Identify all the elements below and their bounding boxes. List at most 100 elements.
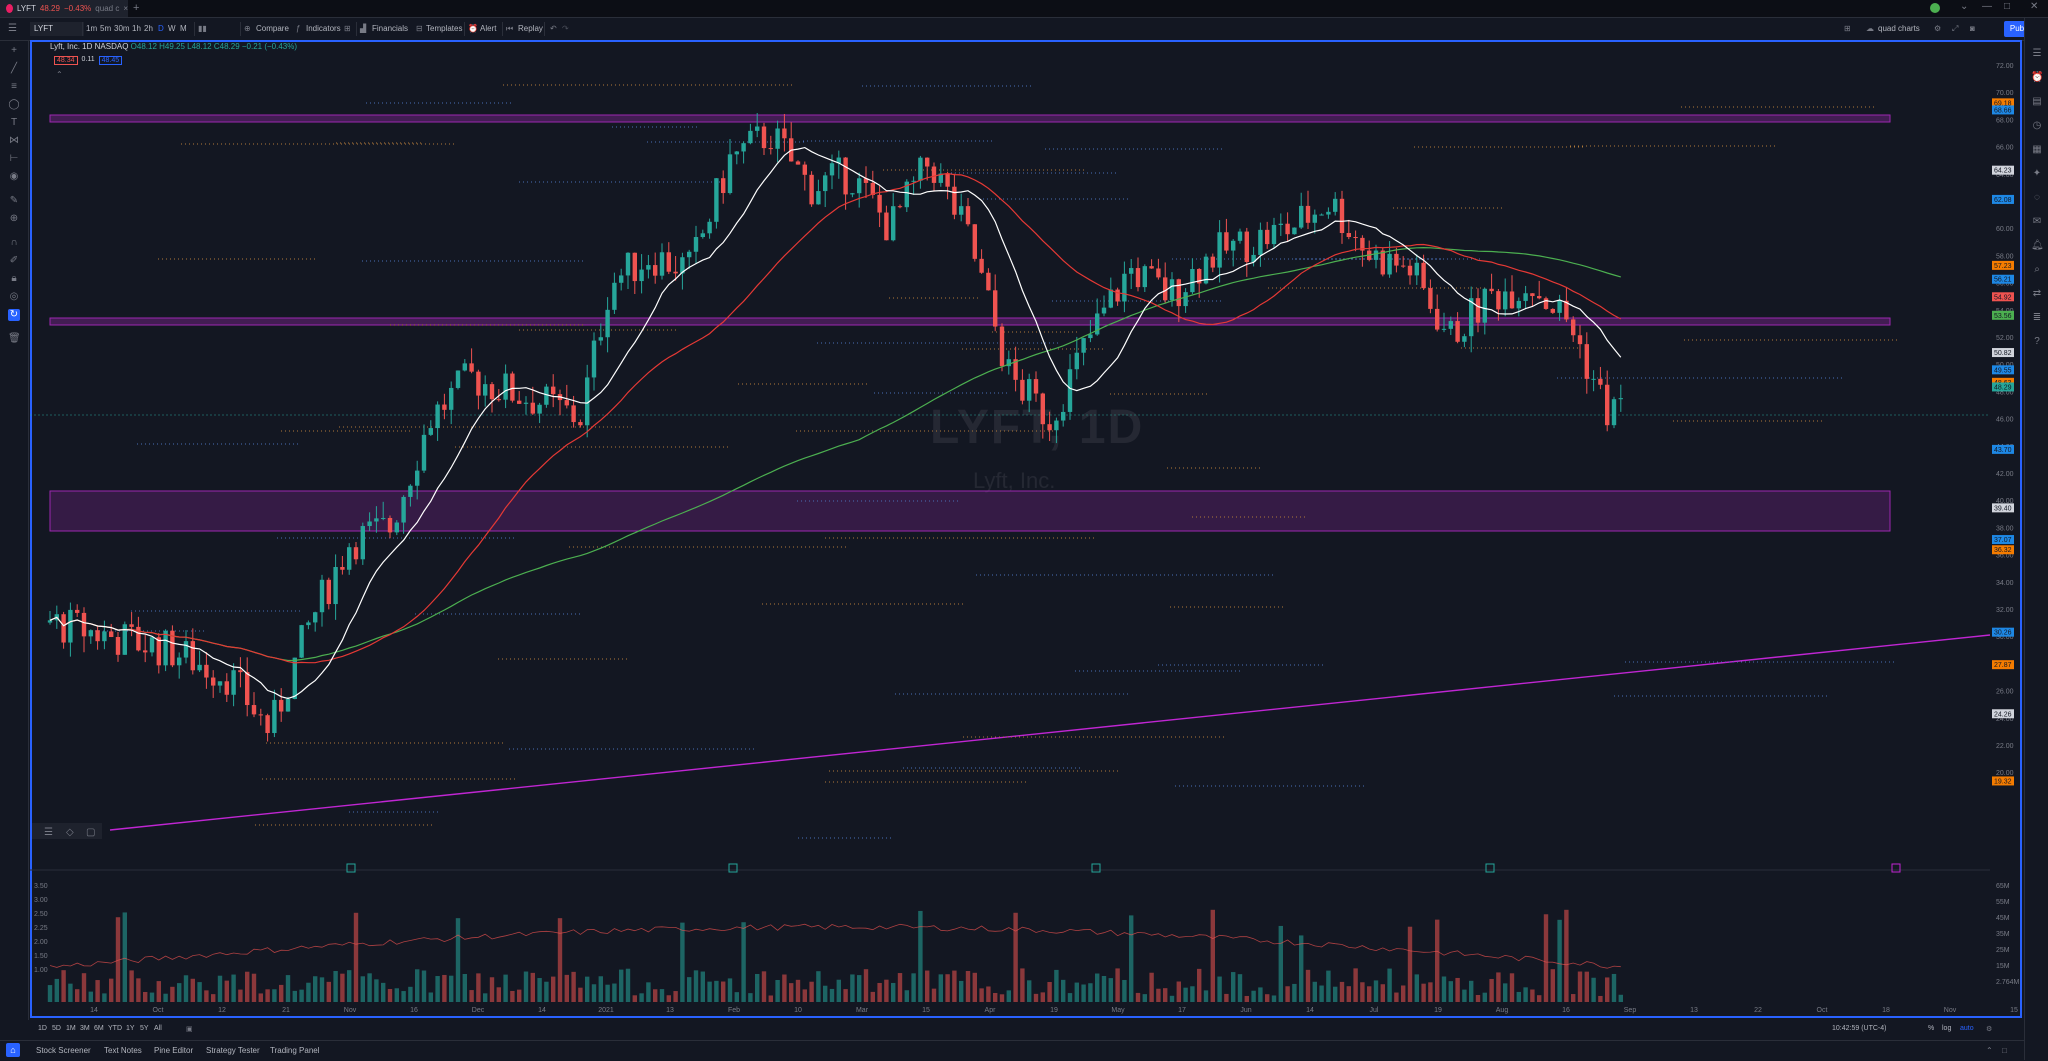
close-icon[interactable]: × (123, 4, 128, 13)
avatar[interactable] (1930, 3, 1940, 13)
crosshair-icon[interactable]: + (11, 45, 17, 56)
time-axis[interactable]: 14 Oct 12 21 Nov 16 Dec 14 2021 13 Feb 10 Mar 15 Apr 19… (90, 1007, 2018, 1014)
stay-drawing-icon[interactable]: ✐ (9, 255, 19, 266)
order-panel-icon[interactable]: ⇄ (2032, 288, 2042, 299)
ask-price[interactable]: 48.45 (98, 56, 123, 65)
alerts-icon[interactable]: ⏰ (2031, 72, 2044, 83)
magnet-icon[interactable]: ∩ (10, 237, 18, 248)
redo-icon[interactable]: ↷ (562, 24, 569, 33)
auto-scale-button[interactable]: auto (1960, 1025, 1974, 1032)
tab-stock-screener[interactable]: Stock Screener (36, 1046, 91, 1055)
hotlist-icon[interactable]: ◷ (2032, 120, 2042, 131)
financials-button[interactable]: Financials (372, 24, 409, 33)
goto-date-icon[interactable]: ▣ (186, 1026, 193, 1033)
earnings-marker[interactable] (1485, 863, 1495, 873)
price-chart[interactable]: 72.0070.0068.0066.0064.0062.0060.0058.00… (30, 40, 2022, 1020)
legend-collapse-icon[interactable]: ⌃ (56, 70, 63, 79)
screener-icon[interactable]: ⌕ (2034, 264, 2040, 275)
replay-button[interactable]: Replay (518, 24, 543, 33)
earnings-marker[interactable] (1891, 863, 1901, 873)
measure-range-icon[interactable]: ⊢ (9, 153, 19, 164)
data-window-icon[interactable]: ▤ (2032, 96, 2042, 107)
range-1d[interactable]: 1D (38, 1025, 47, 1032)
bid-ask[interactable]: 48.34 0.11 48.45 (54, 56, 123, 65)
range-3m[interactable]: 3M (80, 1025, 90, 1032)
templates-button[interactable]: Templates (426, 24, 463, 33)
layout-icon[interactable]: ⊞ (1844, 24, 1851, 33)
resistance-zone-mid[interactable] (49, 317, 1891, 326)
chat-icon[interactable]: ✉ (2032, 216, 2042, 227)
maximize-icon[interactable]: □ (2004, 1, 2011, 12)
interval-30m[interactable]: 30m (114, 24, 130, 33)
percent-scale-button[interactable]: % (1928, 1025, 1935, 1032)
support-zone[interactable] (49, 490, 1891, 532)
notifications-icon[interactable]: 🔔︎ (2031, 240, 2044, 251)
shapes-icon[interactable]: ◯ (8, 99, 20, 110)
sync-drawings-icon[interactable]: ↻ (8, 309, 20, 321)
interval-1m[interactable]: 1m (86, 24, 98, 33)
zoom-icon[interactable]: ⊕ (9, 213, 19, 224)
hide-icon[interactable]: ◎ (9, 291, 19, 302)
maximize-panel-icon[interactable]: □ (2002, 1046, 2007, 1055)
layout-grid-icon[interactable]: ⊞ (344, 24, 351, 33)
bid-price[interactable]: 48.34 (54, 56, 78, 65)
depth-icon[interactable]: ≣ (2032, 312, 2042, 323)
tab-text-notes[interactable]: Text Notes (104, 1046, 142, 1055)
tab-pine-editor[interactable]: Pine Editor (154, 1046, 194, 1055)
trash-icon[interactable]: 🗑︎ (8, 333, 21, 344)
earnings-marker[interactable] (728, 863, 738, 873)
interval-1h[interactable]: 1h (132, 24, 141, 33)
legend[interactable]: Lyft, Inc. 1D NASDAQ O48.12 H49.25 L48.1… (50, 42, 297, 51)
fullscreen-icon[interactable]: ⤢ (1952, 24, 1959, 33)
interval-d[interactable]: D (158, 24, 164, 33)
chevron-down-icon[interactable]: ⌄ (1960, 1, 1969, 12)
undo-icon[interactable]: ↶ (550, 24, 557, 33)
collapse-panel-icon[interactable]: ⌃ (1986, 1046, 1993, 1055)
symbol-search[interactable]: LYFT (30, 22, 84, 36)
lock-icon[interactable]: 🔒︎ (11, 273, 17, 284)
compare-button[interactable]: Compare (256, 24, 289, 33)
chart-tab[interactable]: LYFT 48.29 −0.43% quad c × (0, 0, 128, 17)
interval-2h[interactable]: 2h (144, 24, 153, 33)
interval-m[interactable]: M (180, 24, 187, 33)
range-1m[interactable]: 1M (66, 1025, 76, 1032)
eye-icon[interactable]: ◉ (9, 171, 19, 182)
trend-line-icon[interactable]: ╱ (10, 63, 18, 74)
menu-icon[interactable]: ☰ (8, 23, 17, 34)
calendar-icon[interactable]: ▦ (2032, 144, 2042, 155)
window-close-icon[interactable]: ✕ (2030, 1, 2039, 12)
trend-line[interactable] (109, 634, 1991, 831)
resistance-zone-top[interactable] (49, 114, 1891, 123)
streams-icon[interactable]: ◌ (2034, 192, 2040, 203)
home-icon[interactable]: ⌂ (6, 1043, 20, 1057)
ruler-icon[interactable]: ✎ (9, 195, 19, 206)
settings-gear-icon[interactable]: ⚙ (1934, 24, 1942, 33)
alert-button[interactable]: Alert (480, 24, 497, 33)
interval-w[interactable]: W (168, 24, 176, 33)
range-5d[interactable]: 5D (52, 1025, 61, 1032)
range-all[interactable]: All (154, 1025, 162, 1032)
help-icon[interactable]: ? (2034, 336, 2040, 347)
range-1y[interactable]: 1Y (126, 1025, 135, 1032)
layout-name[interactable]: quad charts (1878, 24, 1920, 33)
interval-5m[interactable]: 5m (100, 24, 112, 33)
earnings-marker[interactable] (346, 863, 356, 873)
settings-gear-icon[interactable]: ⚙ (1986, 1026, 1993, 1033)
earnings-marker[interactable] (1091, 863, 1101, 873)
watchlist-icon[interactable]: ☰ (2032, 48, 2042, 59)
camera-icon[interactable]: ◙ (1970, 24, 1975, 33)
tab-trading-panel[interactable]: Trading Panel (270, 1046, 320, 1055)
new-tab-icon[interactable]: + (133, 2, 140, 14)
text-icon[interactable]: T (10, 117, 18, 128)
range-6m[interactable]: 6M (94, 1025, 104, 1032)
minimize-icon[interactable]: — (1982, 1, 1992, 12)
range-ytd[interactable]: YTD (108, 1025, 122, 1032)
tab-strategy-tester[interactable]: Strategy Tester (206, 1046, 260, 1055)
indicators-button[interactable]: Indicators (306, 24, 341, 33)
log-scale-button[interactable]: log (1942, 1025, 1952, 1032)
clock[interactable]: 10:42:59 (UTC-4) (1832, 1025, 1887, 1032)
ideas-icon[interactable]: ✦ (2032, 168, 2042, 179)
range-5y[interactable]: 5Y (140, 1025, 149, 1032)
chart-pane[interactable] (30, 40, 2022, 1018)
object-tree-widget[interactable]: ☰ ◇ ▢ (32, 823, 102, 839)
